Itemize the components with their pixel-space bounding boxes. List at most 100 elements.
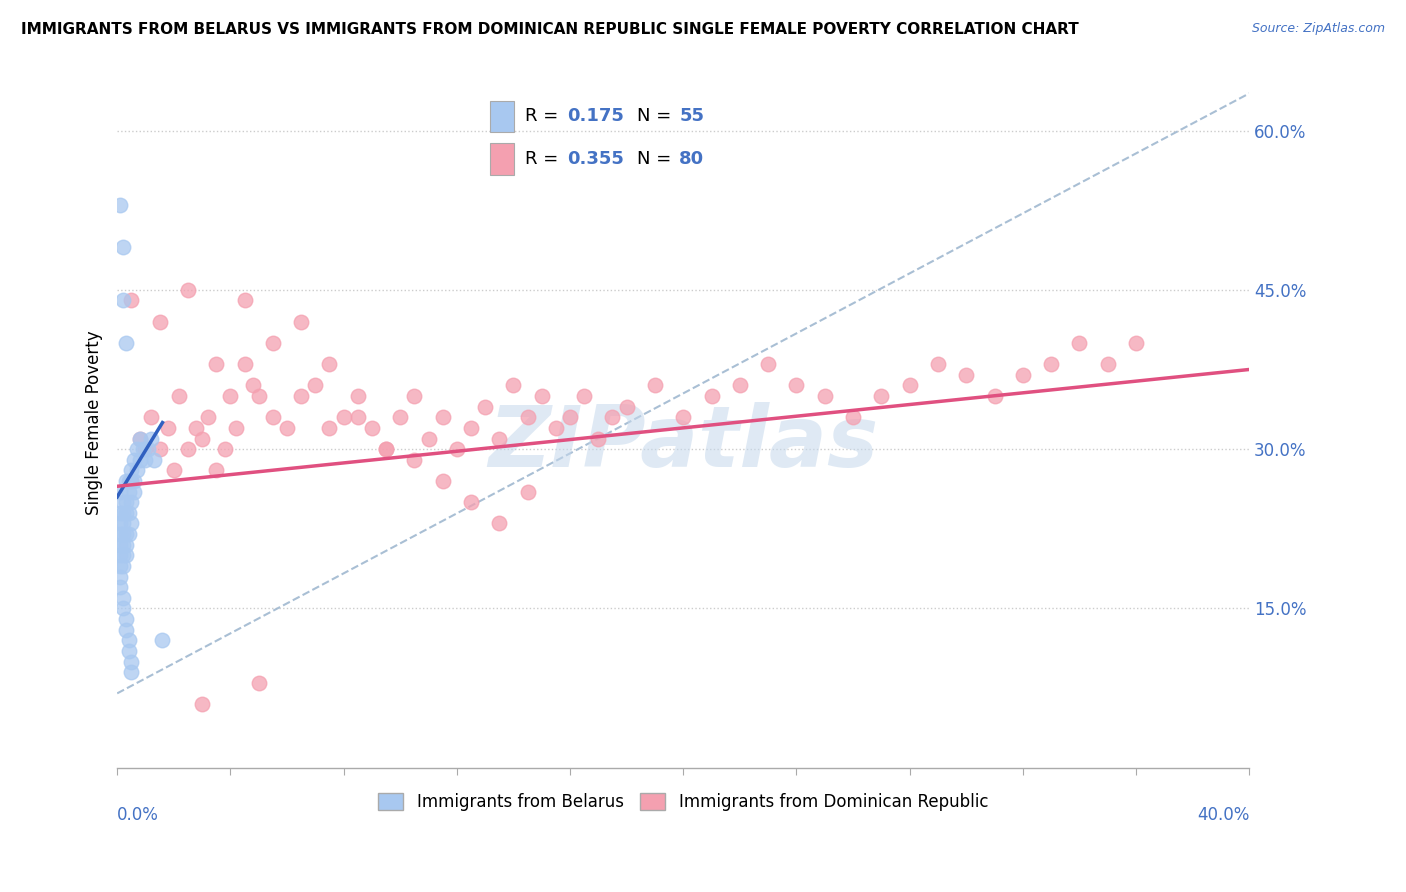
Point [157,421,180,435]
Point [163,463,186,477]
Point [122,474,145,488]
Point [114,549,136,563]
Point [375,442,398,456]
Point [276,421,298,435]
Point [225,421,247,435]
Point [108,527,131,541]
Point [143,452,166,467]
Point [108,198,131,212]
Text: Source: ZipAtlas.com: Source: ZipAtlas.com [1251,22,1385,36]
Point [242,378,264,392]
Point [111,538,134,552]
Point [262,410,284,425]
Point [1125,335,1147,350]
Point [233,357,256,371]
Point [558,410,581,425]
Point [120,293,142,308]
Point [117,527,139,541]
Point [233,293,256,308]
Point [114,612,136,626]
Point [700,389,723,403]
Point [114,623,136,637]
Point [332,410,354,425]
Text: IMMIGRANTS FROM BELARUS VS IMMIGRANTS FROM DOMINICAN REPUBLIC SINGLE FEMALE POVE: IMMIGRANTS FROM BELARUS VS IMMIGRANTS FR… [21,22,1078,37]
Legend: Immigrants from Belarus, Immigrants from Dominican Republic: Immigrants from Belarus, Immigrants from… [371,787,995,818]
Point [149,315,172,329]
Point [117,474,139,488]
Point [114,335,136,350]
Point [488,432,510,446]
Point [120,655,142,669]
Point [197,410,219,425]
Point [191,697,214,711]
Point [205,463,228,477]
Point [404,389,426,403]
Point [502,378,524,392]
Point [814,389,837,403]
Point [530,389,553,403]
Point [125,442,148,456]
Point [122,484,145,499]
Point [114,527,136,541]
Text: ZIPatlas: ZIPatlas [488,401,879,484]
Point [120,516,142,531]
Point [177,283,200,297]
Point [588,432,610,446]
Point [672,410,695,425]
Point [290,315,312,329]
Point [460,421,482,435]
Point [516,484,538,499]
Point [111,495,134,509]
Point [870,389,893,403]
Point [108,569,131,583]
Point [136,442,159,456]
Point [616,400,638,414]
Point [205,357,228,371]
Point [114,506,136,520]
Point [1097,357,1119,371]
Point [125,463,148,477]
Text: 40.0%: 40.0% [1197,805,1250,823]
Point [955,368,977,382]
Point [120,474,142,488]
Point [460,495,482,509]
Point [432,474,454,488]
Point [785,378,807,392]
Point [983,389,1005,403]
Point [375,442,398,456]
Point [262,335,284,350]
Point [927,357,949,371]
Point [446,442,468,456]
Point [1069,335,1091,350]
Point [602,410,624,425]
Point [120,463,142,477]
Point [114,474,136,488]
Point [842,410,865,425]
Point [756,357,779,371]
Point [247,389,270,403]
Point [346,389,368,403]
Point [111,506,134,520]
Point [108,516,131,531]
Point [516,410,538,425]
Point [404,452,426,467]
Point [141,432,163,446]
Point [644,378,666,392]
Point [1040,357,1063,371]
Point [1011,368,1033,382]
Text: 0.0%: 0.0% [117,805,159,823]
Point [108,558,131,573]
Point [474,400,496,414]
Y-axis label: Single Female Poverty: Single Female Poverty [86,330,103,515]
Point [111,601,134,615]
Point [111,293,134,308]
Point [131,442,153,456]
Point [361,421,384,435]
Point [111,558,134,573]
Point [108,538,131,552]
Point [177,442,200,456]
Point [728,378,751,392]
Point [898,378,921,392]
Point [346,410,368,425]
Point [169,389,191,403]
